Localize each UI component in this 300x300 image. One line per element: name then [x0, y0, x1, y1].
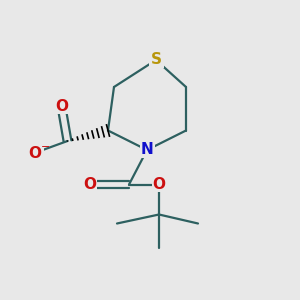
Bar [54, 99, 69, 114]
Text: −: − [41, 142, 51, 152]
Bar [140, 142, 154, 158]
Bar [152, 177, 166, 192]
Bar [148, 52, 164, 68]
Text: S: S [151, 52, 161, 68]
Text: O: O [83, 177, 97, 192]
Text: O: O [55, 99, 68, 114]
Bar [82, 177, 98, 192]
Text: O: O [28, 146, 41, 160]
Bar [26, 144, 44, 162]
Text: N: N [141, 142, 153, 158]
Text: O: O [152, 177, 166, 192]
